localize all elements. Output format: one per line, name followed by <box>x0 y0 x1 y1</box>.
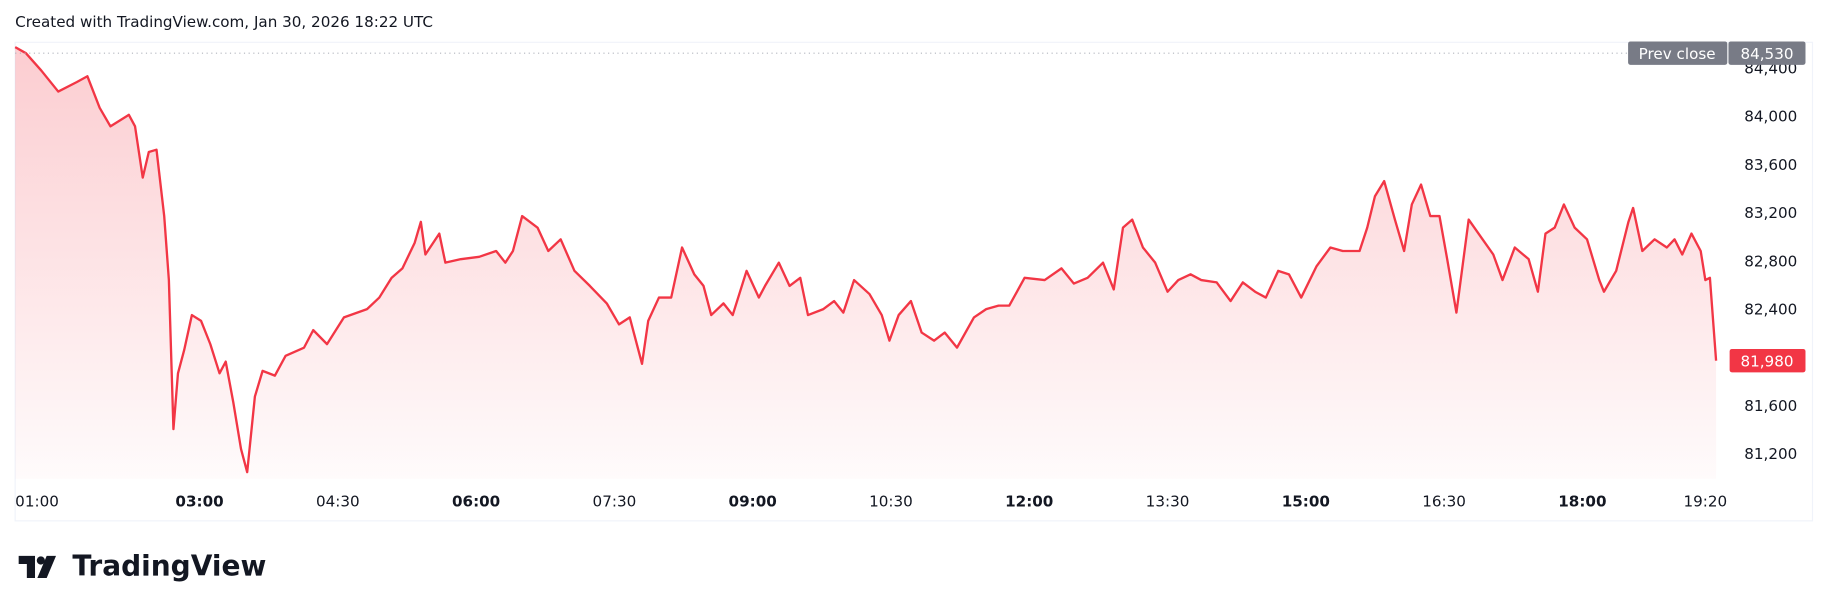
x-tick-label: 19:20 <box>1683 493 1727 511</box>
last-price-tag <box>1729 348 1806 373</box>
y-tick-label: 83,600 <box>1744 156 1797 174</box>
x-tick-label: 03:00 <box>175 493 223 511</box>
prev-close-value-tag <box>1728 41 1806 65</box>
caption: Created with TradingView.com, Jan 30, 20… <box>15 13 433 31</box>
prev-close-value: 84,530 <box>1740 45 1793 63</box>
x-tick-label: 01:00 <box>15 493 59 511</box>
x-tick-label: 09:00 <box>729 493 777 511</box>
x-tick-label: 16:30 <box>1422 493 1466 511</box>
y-tick-label: 82,400 <box>1744 301 1797 319</box>
x-tick-label: 04:30 <box>316 493 360 511</box>
x-tick-label: 06:00 <box>452 493 500 511</box>
x-tick-label: 18:00 <box>1558 493 1606 511</box>
prev-close-tag <box>1628 41 1728 65</box>
y-tick-label: 81,600 <box>1744 397 1797 415</box>
x-tick-label: 07:30 <box>593 493 637 511</box>
x-tick-label: 12:00 <box>1005 493 1053 511</box>
brand-name: TradingView <box>72 550 266 583</box>
area-fill <box>15 47 1717 479</box>
y-tick-label: 83,200 <box>1744 204 1797 222</box>
plot: 01:00 03:00 04:30 06:00 07:30 09:00 10:30 12:00… <box>14 41 1806 511</box>
last-price-label: 81,980 <box>1740 352 1793 370</box>
y-tick-label: 82,800 <box>1744 252 1797 270</box>
y-tick-label: 84,000 <box>1744 108 1797 126</box>
x-tick-label: 13:30 <box>1146 493 1190 511</box>
brand-logo <box>18 555 57 579</box>
price-line <box>14 46 1718 474</box>
x-tick-label: 15:00 <box>1282 493 1330 511</box>
prev-close-label: Prev close <box>1639 45 1716 63</box>
x-tick-label: 10:30 <box>869 493 913 511</box>
y-tick-label: 81,200 <box>1744 445 1797 463</box>
